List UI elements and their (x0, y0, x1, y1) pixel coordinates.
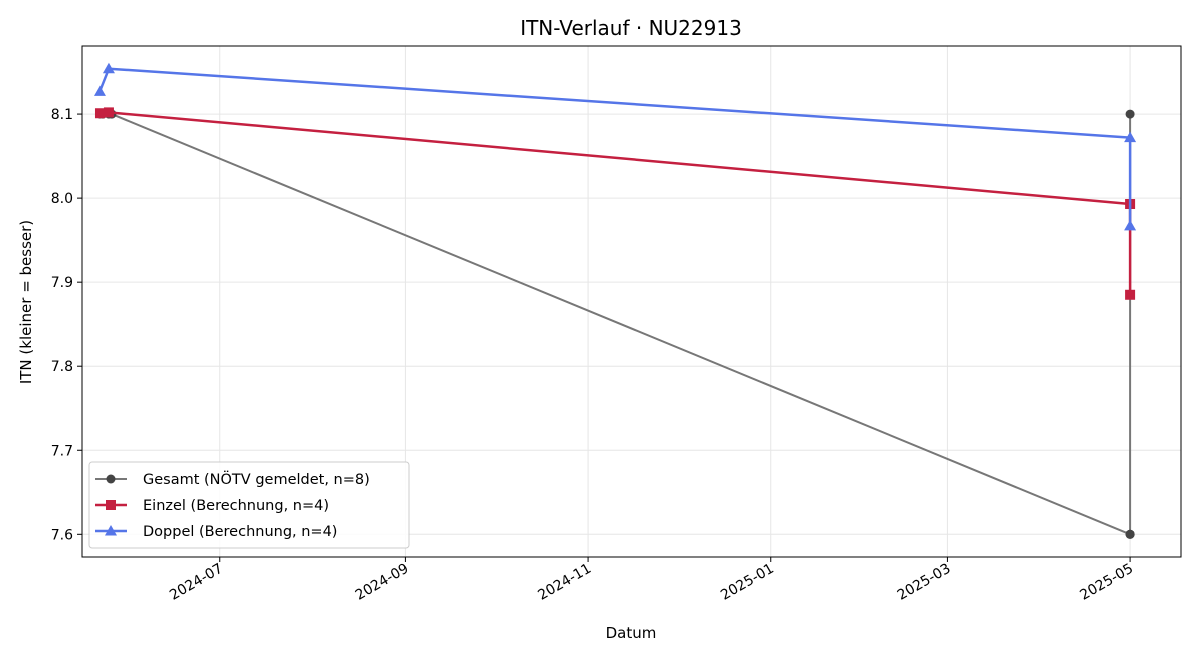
series-layer (93, 62, 1137, 539)
legend-marker (106, 474, 116, 484)
y-tick-label: 7.7 (51, 443, 73, 459)
x-axis-label: Datum (606, 624, 657, 642)
y-axis-label: ITN (kleiner = besser) (17, 220, 35, 384)
legend-item: Gesamt (NÖTV gemeldet, n=8) (95, 470, 370, 488)
data-point (1125, 529, 1135, 539)
x-tick-label: 2024-09 (353, 561, 412, 604)
chart-title: ITN-Verlauf · NU22913 (520, 16, 742, 40)
series-line (98, 67, 1132, 226)
legend-item: Doppel (Berechnung, n=4) (95, 524, 337, 540)
series-2 (94, 107, 1136, 300)
x-tick-label: 2024-07 (167, 561, 226, 604)
legend: Gesamt (NÖTV gemeldet, n=8) Einzel (Berec… (88, 461, 410, 549)
data-point (1124, 131, 1137, 143)
plot-frame (81, 45, 1182, 558)
legend-label: Einzel (Berechnung, n=4) (143, 498, 329, 514)
x-axis: 2024-07 2024-09 2024-11 2025-01 2025-03 2025-… (167, 557, 1136, 604)
legend-label: Gesamt (NÖTV gemeldet, n=8) (143, 470, 370, 488)
data-point (1125, 109, 1135, 119)
y-axis: 7.6 7.7 7.8 7.9 8.0 8.1 (51, 107, 82, 543)
y-tick-label: 7.9 (51, 275, 73, 291)
legend-label: Doppel (Berechnung, n=4) (143, 524, 337, 540)
data-point (93, 85, 106, 96)
legend-marker (106, 500, 116, 510)
y-tick-label: 7.8 (51, 359, 73, 375)
x-tick-label: 2025-05 (1077, 561, 1136, 604)
legend-marker (105, 525, 117, 536)
y-tick-label: 8.1 (51, 107, 73, 123)
legend-box (88, 461, 410, 549)
series-line (99, 111, 1132, 295)
y-tick-label: 7.6 (51, 527, 73, 543)
data-point (94, 108, 105, 119)
data-point (103, 107, 114, 118)
data-point (1125, 289, 1136, 300)
y-tick-label: 8.0 (51, 191, 73, 207)
series-3 (93, 62, 1137, 231)
x-tick-label: 2024-11 (535, 561, 594, 604)
data-point (1124, 219, 1137, 231)
x-tick-label: 2025-01 (718, 561, 777, 604)
legend-item: Einzel (Berechnung, n=4) (95, 498, 329, 514)
data-point (102, 62, 115, 74)
x-tick-label: 2025-03 (895, 561, 954, 604)
